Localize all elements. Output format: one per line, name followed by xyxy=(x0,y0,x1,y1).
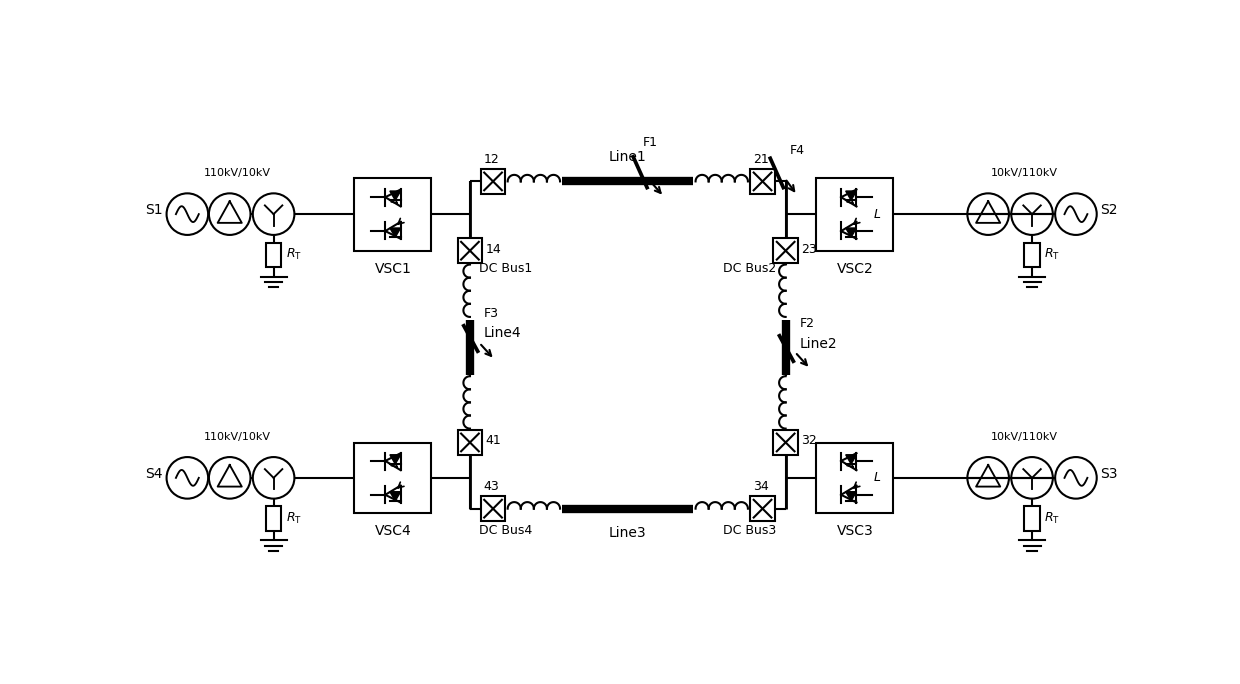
Bar xyxy=(458,239,482,263)
Polygon shape xyxy=(389,191,401,200)
Polygon shape xyxy=(846,228,857,237)
Text: 110kV/10kV: 110kV/10kV xyxy=(203,432,270,442)
Polygon shape xyxy=(846,455,857,464)
Text: DC Bus1: DC Bus1 xyxy=(479,262,532,275)
Text: 43: 43 xyxy=(484,480,500,493)
Bar xyxy=(774,430,799,455)
Text: VSC1: VSC1 xyxy=(374,262,412,276)
Bar xyxy=(750,497,775,521)
Text: Line2: Line2 xyxy=(800,337,837,351)
Bar xyxy=(481,169,506,194)
Bar xyxy=(750,169,775,194)
Bar xyxy=(816,443,894,512)
Bar xyxy=(265,506,281,531)
Polygon shape xyxy=(846,191,857,200)
Text: VSC3: VSC3 xyxy=(837,524,873,538)
Text: S3: S3 xyxy=(1101,467,1118,481)
Bar xyxy=(816,178,894,251)
Text: Line4: Line4 xyxy=(484,326,522,340)
Polygon shape xyxy=(389,228,401,237)
Text: 34: 34 xyxy=(753,480,769,493)
Text: 14: 14 xyxy=(485,243,501,256)
Text: $R_{\rm T}$: $R_{\rm T}$ xyxy=(1044,248,1060,263)
Text: F4: F4 xyxy=(790,144,805,157)
Text: $R_{\rm T}$: $R_{\rm T}$ xyxy=(286,511,303,526)
Text: S4: S4 xyxy=(145,467,162,481)
Text: DC Bus3: DC Bus3 xyxy=(723,524,776,537)
Text: L: L xyxy=(873,471,880,484)
Text: 32: 32 xyxy=(801,434,817,447)
Text: 10kV/110kV: 10kV/110kV xyxy=(991,168,1058,178)
Polygon shape xyxy=(389,492,401,501)
Text: 110kV/10kV: 110kV/10kV xyxy=(203,168,270,178)
Text: VSC2: VSC2 xyxy=(837,262,873,276)
Text: 23: 23 xyxy=(801,243,817,256)
Text: DC Bus4: DC Bus4 xyxy=(479,524,532,537)
Polygon shape xyxy=(389,455,401,464)
Bar xyxy=(774,239,799,263)
Text: S2: S2 xyxy=(1101,203,1118,218)
Bar xyxy=(458,430,482,455)
Bar xyxy=(355,443,432,512)
Text: 41: 41 xyxy=(485,434,501,447)
Bar xyxy=(1024,506,1040,531)
Bar xyxy=(1024,243,1040,267)
Text: F3: F3 xyxy=(484,307,498,320)
Bar xyxy=(355,178,432,251)
Text: $R_{\rm T}$: $R_{\rm T}$ xyxy=(1044,511,1060,526)
Text: 21: 21 xyxy=(753,153,769,166)
Text: $R_{\rm T}$: $R_{\rm T}$ xyxy=(286,248,303,263)
Text: Line1: Line1 xyxy=(609,150,647,164)
Text: F2: F2 xyxy=(800,317,815,330)
Text: DC Bus2: DC Bus2 xyxy=(723,262,776,275)
Text: S1: S1 xyxy=(145,203,162,218)
Text: 10kV/110kV: 10kV/110kV xyxy=(991,432,1058,442)
Polygon shape xyxy=(846,492,857,501)
Text: 12: 12 xyxy=(484,153,500,166)
Bar xyxy=(481,497,506,521)
Text: L: L xyxy=(873,208,880,221)
Bar xyxy=(265,243,281,267)
Text: VSC4: VSC4 xyxy=(374,524,412,538)
Text: F1: F1 xyxy=(644,136,658,149)
Text: Line3: Line3 xyxy=(609,525,646,540)
